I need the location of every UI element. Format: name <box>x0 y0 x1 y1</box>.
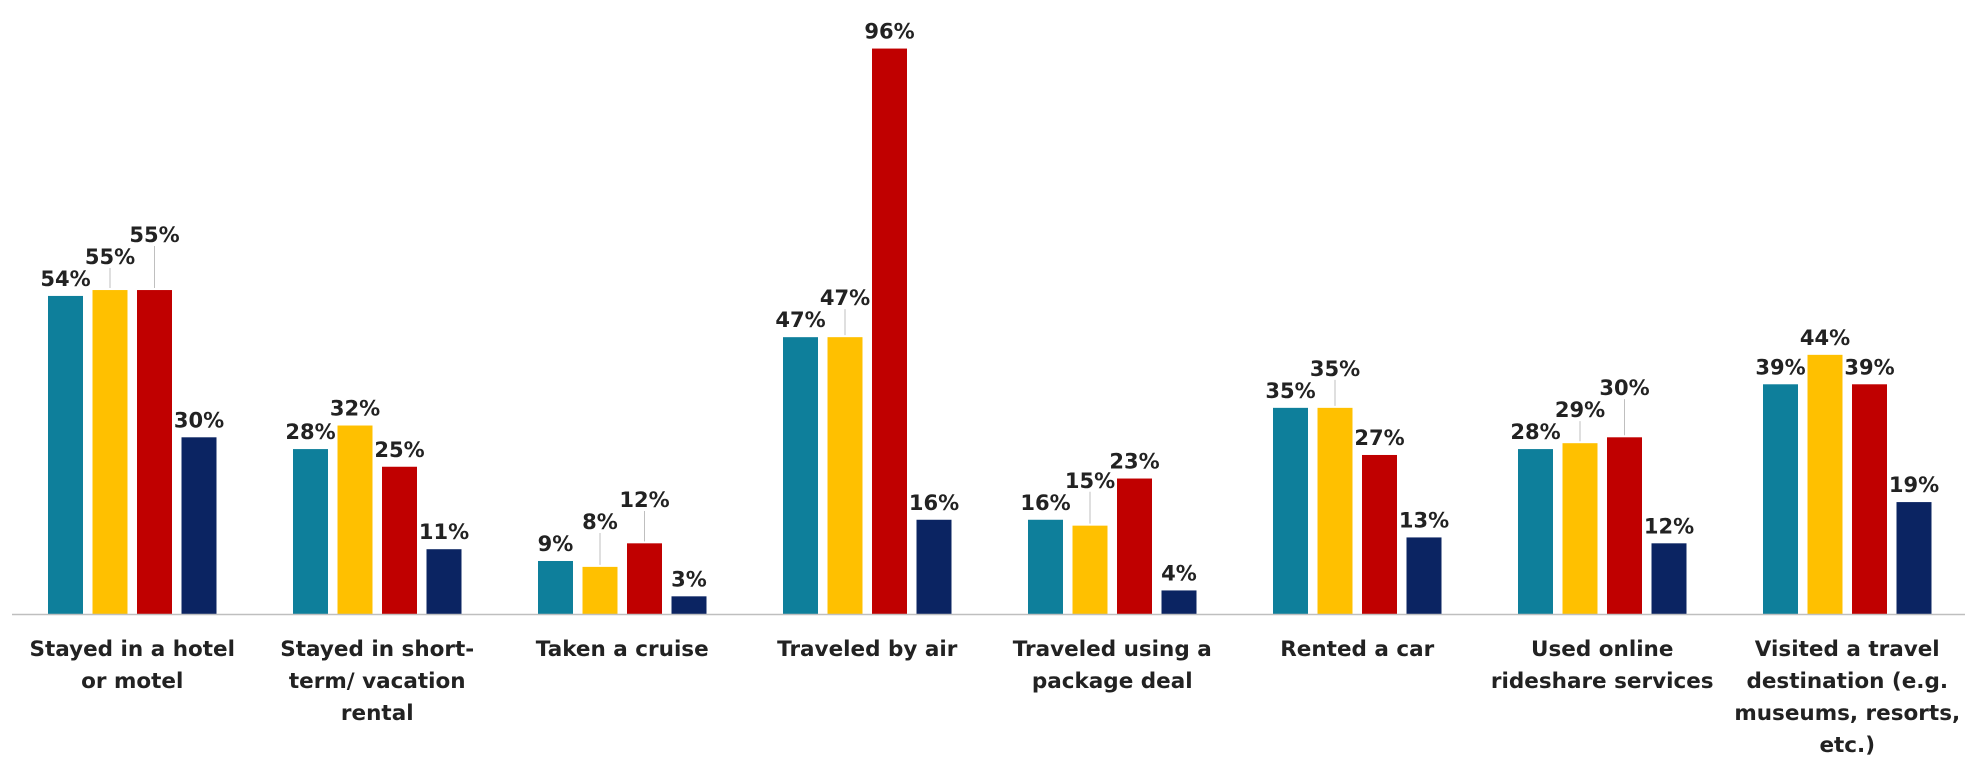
value-label-2-3: 3% <box>671 567 707 591</box>
value-label-5-3: 13% <box>1399 508 1449 532</box>
value-label-3-2: 96% <box>864 20 914 44</box>
category-label-3-line-0: Traveled by air <box>777 637 958 662</box>
bar-3-0 <box>783 337 818 614</box>
value-label-3-3: 16% <box>909 491 959 515</box>
value-label-5-1: 35% <box>1310 357 1360 381</box>
bar-2-3 <box>671 596 707 614</box>
bar-2-1 <box>582 566 618 614</box>
bars-layer <box>48 48 1932 615</box>
category-label-7-line-2: museums, resorts, <box>1734 701 1960 726</box>
value-label-1-1: 32% <box>330 397 380 421</box>
value-label-6-3: 12% <box>1644 514 1694 538</box>
bar-1-2 <box>382 466 417 614</box>
value-label-2-2: 12% <box>619 488 669 512</box>
bar-5-2 <box>1362 454 1397 614</box>
bar-6-0 <box>1518 449 1553 614</box>
category-label-4-line-0: Traveled using a <box>1013 637 1212 662</box>
value-label-2-0: 9% <box>538 532 574 556</box>
leader-lines-layer <box>109 245 1625 565</box>
category-label-1-line-2: rental <box>341 701 414 726</box>
value-label-7-0: 39% <box>1755 355 1805 379</box>
category-label-6-line-0: Used online <box>1531 637 1673 662</box>
category-labels-layer: Stayed in a hotel or motel Stayed in short… <box>29 637 1960 758</box>
value-label-0-1: 55% <box>85 245 135 269</box>
value-label-0-3: 30% <box>174 408 224 432</box>
value-label-0-0: 54% <box>40 267 90 291</box>
category-label-0-line-0: Stayed in a hotel <box>29 637 235 662</box>
value-label-3-0: 47% <box>775 308 825 332</box>
bar-7-2 <box>1852 384 1887 614</box>
bar-2-0 <box>538 560 573 614</box>
bar-0-2 <box>137 290 172 614</box>
category-label-7-line-0: Visited a travel <box>1755 637 1940 662</box>
value-label-2-1: 8% <box>582 510 618 534</box>
bar-5-1 <box>1317 407 1353 614</box>
bar-7-1 <box>1807 354 1843 614</box>
bar-1-0 <box>293 449 328 614</box>
bar-4-2 <box>1117 478 1152 614</box>
bar-6-1 <box>1562 443 1598 614</box>
bar-2-2 <box>627 543 662 614</box>
value-label-6-1: 29% <box>1555 398 1605 422</box>
bar-3-2 <box>872 48 907 615</box>
bar-1-1 <box>337 425 373 614</box>
category-label-1-line-1: term/ vacation <box>289 669 466 694</box>
bar-3-3 <box>916 519 952 614</box>
value-label-6-0: 28% <box>1510 420 1560 444</box>
category-label-7-line-1: destination (e.g. <box>1746 669 1948 694</box>
category-label-1-line-0: Stayed in short- <box>280 637 474 662</box>
value-label-7-3: 19% <box>1889 473 1939 497</box>
bar-7-0 <box>1763 384 1798 614</box>
value-label-4-2: 23% <box>1109 450 1159 474</box>
category-label-2-line-0: Taken a cruise <box>536 637 709 662</box>
bar-0-1 <box>92 290 128 614</box>
value-label-6-2: 30% <box>1599 376 1649 400</box>
value-label-4-3: 4% <box>1161 561 1197 585</box>
value-label-5-0: 35% <box>1265 379 1315 403</box>
bar-4-3 <box>1161 590 1197 614</box>
value-label-4-0: 16% <box>1020 491 1070 515</box>
value-labels-layer: 54%55%55%30% 28%32%25%11% 9%8%12%3%47%47%9… <box>40 20 1939 592</box>
value-label-4-1: 15% <box>1065 469 1115 493</box>
bar-5-0 <box>1273 407 1308 614</box>
category-label-5-line-0: Rented a car <box>1280 637 1434 662</box>
value-label-1-0: 28% <box>285 420 335 444</box>
bar-4-0 <box>1028 519 1063 614</box>
value-label-0-2: 55% <box>129 223 179 247</box>
bar-6-3 <box>1651 543 1687 614</box>
value-label-1-2: 25% <box>374 438 424 462</box>
value-label-1-3: 11% <box>419 520 469 544</box>
bar-1-3 <box>426 549 462 614</box>
bar-5-3 <box>1406 537 1442 614</box>
value-label-7-1: 44% <box>1800 326 1850 350</box>
value-label-3-1: 47% <box>820 286 870 310</box>
bar-4-1 <box>1072 525 1108 614</box>
category-label-0-line-1: or motel <box>81 669 183 694</box>
bar-7-3 <box>1896 502 1932 614</box>
bar-0-3 <box>181 437 217 614</box>
category-label-6-line-1: rideshare services <box>1491 669 1714 694</box>
bar-3-1 <box>827 337 863 614</box>
value-label-5-2: 27% <box>1354 426 1404 450</box>
bar-0-0 <box>48 295 83 614</box>
bar-6-2 <box>1607 437 1642 614</box>
category-label-4-line-1: package deal <box>1032 669 1193 694</box>
value-label-7-2: 39% <box>1844 355 1894 379</box>
category-label-7-line-3: etc.) <box>1819 733 1875 758</box>
